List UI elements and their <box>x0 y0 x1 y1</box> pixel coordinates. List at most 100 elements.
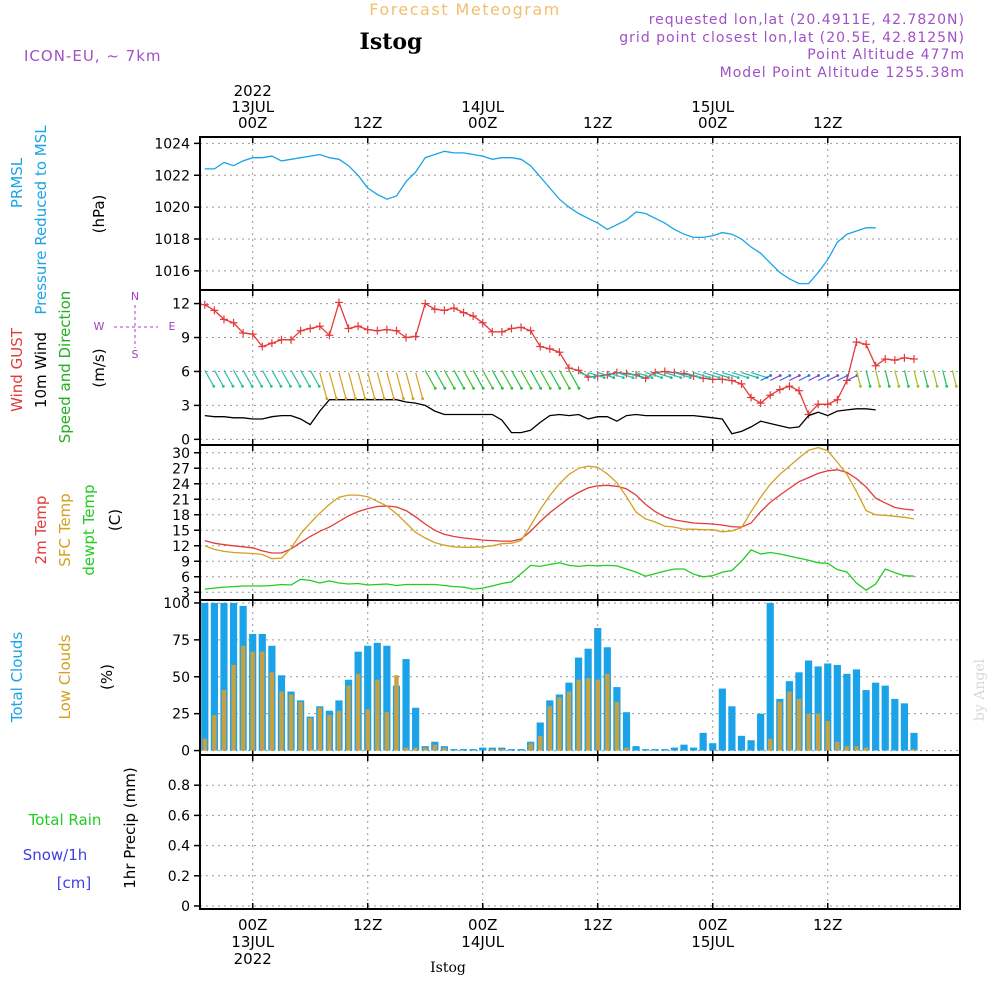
wind-direction-arrowhead <box>241 384 244 388</box>
wind-direction-arrow <box>491 370 503 389</box>
y-tick-label: 9 <box>181 554 190 570</box>
wind-direction-arrowhead <box>817 374 820 377</box>
wind-direction-arrow <box>443 370 455 389</box>
pressure-label: PRMSL <box>8 157 26 208</box>
total-cloud-bar <box>517 749 525 751</box>
wind-gust-label: Wind GUST <box>8 327 26 412</box>
low-cloud-bar <box>365 709 370 751</box>
low-cloud-bar <box>384 712 390 751</box>
low-cloud-bar <box>863 747 869 751</box>
panel-precip: 0 0.2 0.4 0.6 0.8 <box>168 754 961 915</box>
wind-direction-arrowhead <box>836 374 840 377</box>
wind-direction-arrow <box>894 370 900 387</box>
wind-direction-arrowhead <box>845 374 849 377</box>
total-cloud-bar <box>680 744 688 751</box>
wind-direction-arrow <box>817 374 829 382</box>
wind-direction-arrowhead <box>221 384 225 388</box>
y-tick-label: 0.6 <box>168 808 190 824</box>
y-tick-label: 25 <box>172 707 190 723</box>
wind-direction-arrow <box>789 374 800 382</box>
wind-direction-arrowhead <box>916 384 920 388</box>
total-cloud-bar <box>642 749 650 751</box>
wind-direction-arrow <box>741 372 758 379</box>
wind-direction-arrowhead <box>472 386 475 390</box>
low-cloud-bar <box>595 679 600 751</box>
wind-direction-arrow <box>865 370 871 387</box>
top-time-label: 15JUL <box>691 98 734 116</box>
total-cloud-bar <box>766 602 774 751</box>
low-cloud-bar <box>806 713 811 751</box>
total-cloud-bar <box>718 688 726 751</box>
bottom-time-label: 15JUL <box>691 933 734 951</box>
wind-10m-label: 10m Wind <box>32 332 50 408</box>
wind-direction-arrow <box>271 370 282 387</box>
low-cloud-bar <box>375 679 380 751</box>
total-cloud-bar <box>383 645 391 751</box>
total-cloud-bar <box>201 602 209 751</box>
y-tick-label: 1022 <box>154 168 190 184</box>
wind-unit: (m/s) <box>90 348 108 387</box>
y-tick-label: 12 <box>172 297 190 313</box>
y-tick-label: 15 <box>172 523 190 539</box>
total-cloud-bar <box>210 602 218 751</box>
wind-direction-arrowhead <box>231 384 235 388</box>
wind-direction-arrowhead <box>363 397 367 400</box>
low-cloud-bar <box>413 747 418 751</box>
total-cloud-bar <box>632 746 640 751</box>
wind-direction-arrow <box>769 374 781 382</box>
wind-direction-arrowhead <box>421 397 425 400</box>
low-cloud-bar <box>317 707 322 751</box>
wind-direction-arrow <box>424 370 436 389</box>
wind-direction-arrowhead <box>660 376 664 379</box>
low-cloud-bar <box>614 701 620 751</box>
wind-direction-arrowhead <box>260 384 264 388</box>
top-time-label: 2022 <box>234 82 272 100</box>
wind-direction-arrowhead <box>669 376 673 379</box>
wind-direction-arrow <box>376 372 385 399</box>
wind-direction-arrow <box>655 372 672 379</box>
panel-clouds: 0 25 50 75 100 <box>163 596 961 760</box>
y-tick-label: 21 <box>172 492 190 508</box>
low-cloud-bar <box>327 715 332 751</box>
wind-direction-arrow <box>932 370 938 387</box>
low-cloud-bar <box>240 645 246 751</box>
wind-direction-arrow <box>510 370 522 389</box>
wind-direction-arrow <box>347 372 357 399</box>
wind-direction-arrowhead <box>462 386 466 390</box>
snow-label: Snow/1h <box>23 846 88 864</box>
header-top-title: Forecast Meteogram <box>369 0 560 19</box>
total-cloud-bar <box>852 669 861 751</box>
series-line-2m-temp <box>204 469 915 554</box>
total-cloud-bar <box>220 602 228 751</box>
wind-direction-arrowhead <box>826 374 830 377</box>
total-cloud-bar <box>910 732 918 751</box>
top-time-label: 00Z <box>698 114 727 132</box>
wind-direction-arrowhead <box>935 384 939 388</box>
wind-direction-arrowhead <box>593 376 596 379</box>
wind-direction-arrow <box>607 372 624 379</box>
wind-direction-arrow <box>309 370 320 387</box>
total-clouds-label: Total Clouds <box>8 632 26 724</box>
wind-direction-arrowhead <box>298 384 302 388</box>
y-tick-label: 3 <box>181 585 190 601</box>
header-model-altitude: Model Point Altitude 1255.38m <box>720 65 965 81</box>
total-cloud-bar <box>824 663 832 751</box>
wind-direction-arrow <box>645 372 662 379</box>
wind-direction-arrow <box>903 370 909 387</box>
wind-direction-arrow <box>357 372 366 399</box>
wind-direction-arrow <box>558 370 570 389</box>
low-cloud-bar <box>844 746 850 751</box>
wind-direction-arrow <box>942 370 948 387</box>
wind-direction-arrow <box>875 370 881 387</box>
low-cloud-bar <box>528 743 533 751</box>
wind-direction-arrowhead <box>510 386 514 390</box>
wind-direction-arrowhead <box>539 386 543 390</box>
y-tick-label: 1016 <box>154 264 190 280</box>
total-cloud-bar <box>699 732 707 751</box>
y-tick-label: 0.4 <box>168 839 190 855</box>
header-model: ICON-EU, ~ 7km <box>24 47 162 65</box>
temp-sfc-label: SFC Temp <box>56 493 74 566</box>
wind-direction-arrowhead <box>756 376 759 379</box>
series-line-sfc-temp <box>204 446 915 560</box>
total-cloud-bar <box>709 743 717 751</box>
